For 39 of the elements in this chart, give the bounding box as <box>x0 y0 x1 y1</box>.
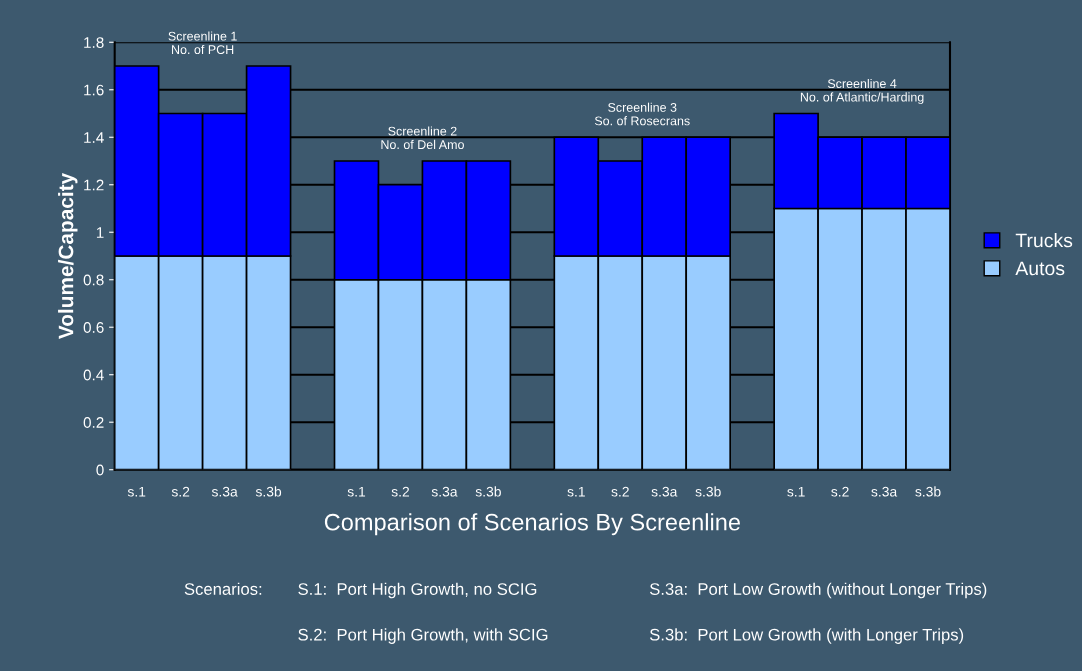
x-tick-label: s.3a <box>871 486 898 497</box>
x-tick-label: s.3a <box>651 486 678 497</box>
y-tick-label: 1 <box>96 227 104 238</box>
y-axis-title: Volume/Capacity <box>58 172 78 340</box>
text: Scenarios: <box>184 582 262 595</box>
x-tick-label: s.3b <box>475 486 501 497</box>
x-tick-label: s.1 <box>347 486 366 497</box>
annotation: Screenline 4 No. of Atlantic/Harding <box>800 78 924 105</box>
text: S.2: Port High Growth, with SCIG <box>298 628 548 644</box>
y-tick-label: 0 <box>96 464 104 476</box>
x-tick-label: s.1 <box>127 486 146 497</box>
x-tick-label: s.1 <box>567 486 585 497</box>
y-tick-label: 1.4 <box>84 132 104 143</box>
x-tick-label: s.2 <box>391 486 410 497</box>
y-tick-label: 0.8 <box>83 274 104 286</box>
y-tick-label: 1.8 <box>84 37 104 48</box>
x-tick-label: s.3a <box>431 486 458 497</box>
annotation: Screenline 2 No. of Del Amo <box>381 126 464 150</box>
x-tick-label: s.3b <box>255 486 282 497</box>
x-tick-label: s.3b <box>915 486 941 497</box>
annotation: Screenline 1 No. of PCH <box>168 31 237 55</box>
y-tick-label: 0.4 <box>83 369 104 381</box>
text: S.3a: Port Low Growth (without Longer Trips) <box>649 582 987 599</box>
x-tick-label: s.3b <box>695 486 721 497</box>
text: S.1: Port High Growth, no SCIG <box>298 582 537 599</box>
annotation: Screenline 3 So. of Rosecrans <box>594 102 690 126</box>
x-tick-label: s.2 <box>831 486 849 497</box>
y-tick-label: 1.6 <box>84 84 104 96</box>
x-tick-label: s.2 <box>611 486 629 497</box>
legend-label: Trucks <box>1015 233 1073 248</box>
y-tick-label: 0.6 <box>83 322 104 333</box>
x-axis-title: Comparison of Scenarios By Screenline <box>324 513 740 536</box>
x-tick-label: s.2 <box>171 486 190 497</box>
text: S.3b: Port Low Growth (with Longer Trips) <box>649 628 964 644</box>
legend-label: Autos <box>1015 261 1065 276</box>
x-tick-label: s.3a <box>211 486 238 497</box>
x-tick-label: s.1 <box>787 486 805 497</box>
y-tick-label: 1.2 <box>84 179 104 191</box>
y-tick-label: 0.2 <box>83 417 104 428</box>
